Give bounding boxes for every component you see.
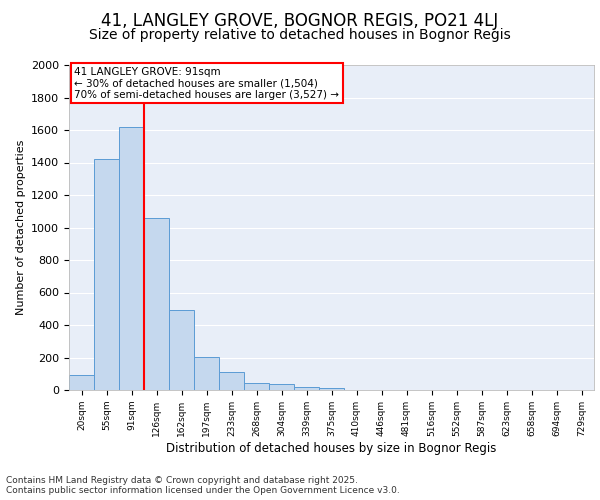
Text: Contains HM Land Registry data © Crown copyright and database right 2025.
Contai: Contains HM Land Registry data © Crown c… [6,476,400,495]
Bar [194,356,219,390]
Bar [294,387,319,390]
Bar [144,218,169,390]
Bar [94,159,119,390]
Bar [219,372,244,390]
Y-axis label: Number of detached properties: Number of detached properties [16,140,26,315]
Bar [319,388,344,390]
Text: Size of property relative to detached houses in Bognor Regis: Size of property relative to detached ho… [89,28,511,42]
Bar [244,382,269,390]
Text: 41 LANGLEY GROVE: 91sqm
← 30% of detached houses are smaller (1,504)
70% of semi: 41 LANGLEY GROVE: 91sqm ← 30% of detache… [74,66,339,100]
Bar [269,384,294,390]
X-axis label: Distribution of detached houses by size in Bognor Regis: Distribution of detached houses by size … [166,442,497,454]
Bar [169,310,194,390]
Bar [119,126,144,390]
Text: 41, LANGLEY GROVE, BOGNOR REGIS, PO21 4LJ: 41, LANGLEY GROVE, BOGNOR REGIS, PO21 4L… [101,12,499,30]
Bar [69,376,94,390]
